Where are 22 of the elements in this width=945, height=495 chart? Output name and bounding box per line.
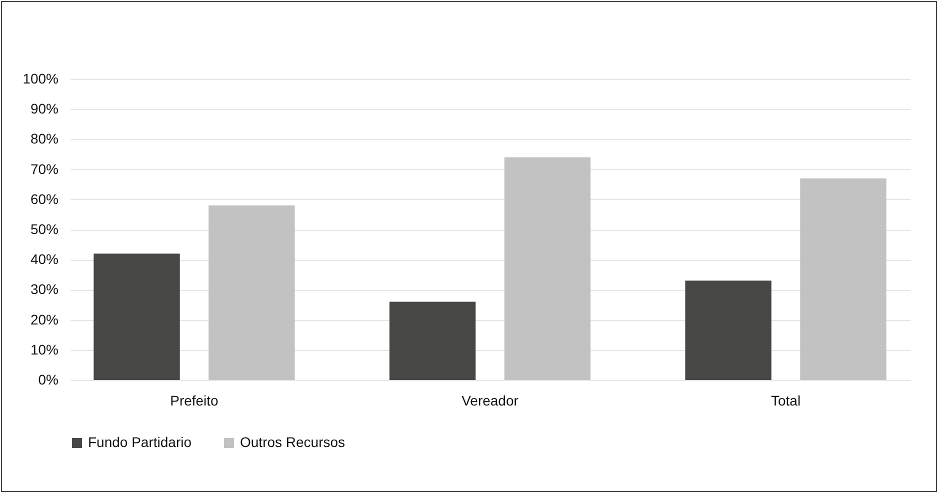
bar: [800, 178, 886, 380]
y-tick-label: 60%: [30, 190, 58, 207]
y-tick-label: 10%: [30, 341, 58, 358]
bar: [208, 205, 295, 380]
y-tick-label: 30%: [30, 281, 58, 298]
y-tick-label: 40%: [30, 251, 58, 268]
y-tick-label: 50%: [30, 221, 58, 237]
y-tick-label: 90%: [30, 100, 58, 117]
y-tick-label: 100%: [22, 70, 58, 86]
legend-label: Outros Recursos: [240, 434, 346, 450]
y-tick-label: 80%: [30, 130, 58, 147]
bar: [504, 157, 591, 380]
bar: [389, 302, 476, 380]
bar: [94, 254, 180, 380]
y-tick-label: 70%: [30, 160, 58, 177]
legend-label: Fundo Partidario: [88, 434, 192, 450]
x-tick-label: Vereador: [462, 392, 519, 408]
bar: [685, 280, 772, 380]
y-tick-label: 20%: [30, 311, 58, 328]
x-tick-label: Prefeito: [170, 392, 219, 408]
x-tick-label: Total: [770, 392, 801, 408]
y-tick-label: 0%: [38, 372, 58, 388]
